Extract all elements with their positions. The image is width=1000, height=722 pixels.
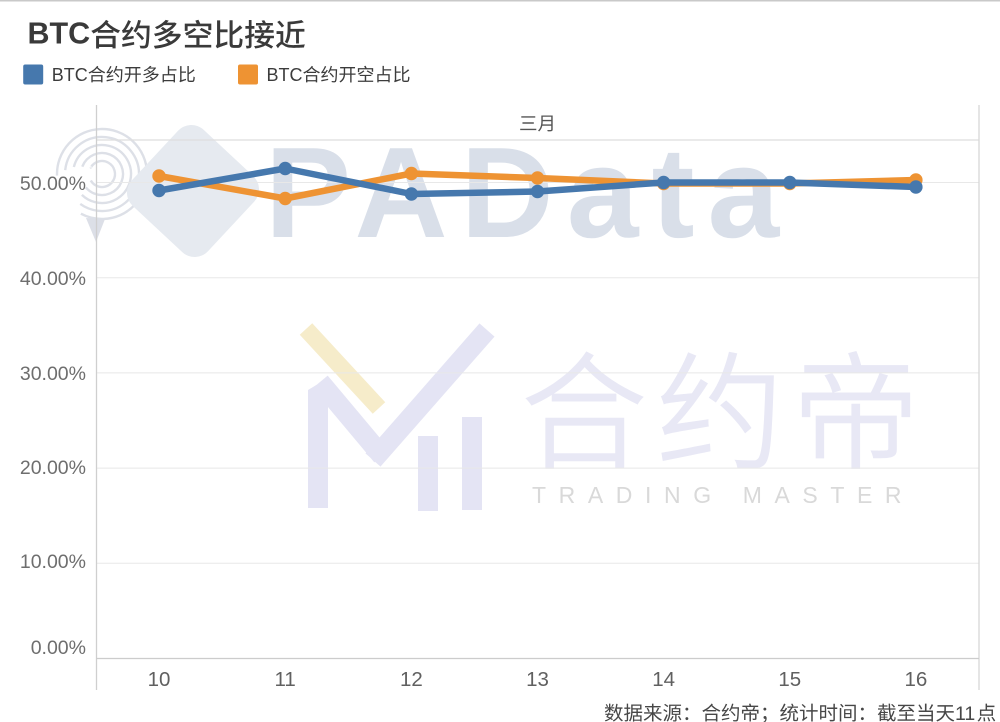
svg-text:13: 13 [526,668,549,691]
svg-text:40.00%: 40.00% [20,268,86,290]
svg-text:TRADING MASTER: TRADING MASTER [532,482,914,508]
svg-text:14: 14 [652,668,675,691]
svg-text:15: 15 [778,668,801,691]
svg-text:50.00%: 50.00% [20,173,86,195]
svg-text:20.00%: 20.00% [20,457,86,479]
svg-text:BTC: BTC [52,65,88,85]
svg-text:11: 11 [955,703,975,722]
svg-text:BTC: BTC [28,17,91,51]
svg-text:16: 16 [904,668,927,691]
svg-text:10: 10 [148,668,171,691]
svg-text:12: 12 [400,668,423,691]
svg-text:BTC: BTC [267,65,303,85]
svg-text:0.00%: 0.00% [31,637,86,659]
svg-text:10.00%: 10.00% [20,551,86,573]
svg-text:11: 11 [275,668,296,691]
svg-text:30.00%: 30.00% [20,363,86,385]
